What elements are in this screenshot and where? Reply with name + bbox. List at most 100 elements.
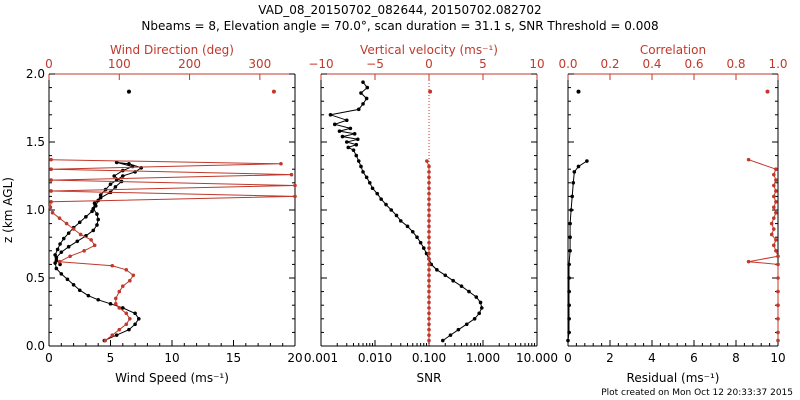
series-point: [128, 317, 132, 321]
series-point: [427, 306, 431, 310]
series-point: [774, 238, 778, 242]
series-point: [53, 261, 57, 265]
series-point: [59, 250, 64, 254]
x-tick-label: 0: [45, 351, 53, 365]
x-tick-label: 10: [164, 351, 179, 365]
isolated-point: [271, 89, 276, 94]
series-point: [566, 338, 570, 343]
series-point: [344, 118, 349, 123]
series-point: [467, 289, 471, 294]
series-point: [131, 273, 136, 278]
x-tick-label: 2: [606, 351, 614, 365]
series-point: [427, 327, 431, 332]
x-tick-label: 10.000: [516, 351, 558, 365]
series-point: [91, 206, 96, 211]
series-point: [108, 182, 113, 186]
series-point: [354, 142, 359, 147]
series-point: [114, 333, 119, 337]
x-tick-label: 8: [732, 351, 740, 365]
series-point: [57, 216, 62, 220]
x-tick-label: 0.001: [304, 351, 338, 365]
series-point: [746, 259, 751, 264]
panel-1: 0 5 10 15 20 Wind Speed (ms⁻¹) 0 100 200 300 Wind …: [1, 43, 303, 385]
series-point: [58, 262, 62, 267]
series-point: [567, 330, 571, 335]
series-point: [124, 268, 129, 272]
series-point: [772, 183, 776, 188]
series-point: [774, 189, 778, 193]
x2-tick-label: −5: [366, 57, 384, 71]
series-point: [427, 246, 431, 250]
panel-3: 0 2 4 6 8 10 Residual (ms⁻¹) 0.0 0.2 0.4 0.6 0.8 1.0…: [558, 43, 787, 385]
series-point: [572, 170, 577, 174]
series-point: [332, 122, 337, 127]
title-line-1: VAD_08_20150702_082644, 20150702.082702: [258, 3, 541, 17]
series-point: [61, 236, 66, 241]
x2-tick-label: 10: [529, 57, 544, 71]
series-point: [384, 202, 388, 207]
series-point: [124, 311, 129, 316]
series-point: [55, 247, 60, 252]
series-point: [776, 289, 780, 294]
series-point: [427, 284, 431, 288]
series-point: [75, 239, 80, 244]
x2-tick-label: 5: [479, 57, 487, 71]
series-point: [128, 278, 132, 283]
x2-tick-label: 300: [248, 57, 271, 71]
series-point: [121, 174, 125, 178]
series-point: [567, 303, 571, 308]
series-point: [352, 132, 357, 136]
series-point: [585, 159, 589, 163]
series-point: [776, 262, 780, 267]
series-point: [410, 229, 415, 234]
series-point: [746, 157, 751, 162]
x-axis-title: Residual (ms⁻¹): [627, 371, 720, 385]
series-point: [569, 208, 573, 212]
series-point: [96, 297, 100, 302]
series-point: [54, 255, 59, 260]
series-point: [113, 296, 118, 301]
series-point: [66, 244, 71, 249]
series-point: [394, 213, 399, 218]
series-point: [112, 174, 116, 178]
series-point: [570, 194, 574, 199]
x2-tick-label: 0.6: [684, 57, 703, 71]
series-point: [337, 129, 342, 133]
series-point: [427, 257, 431, 261]
series-point: [93, 204, 98, 208]
x2-axis-title: Correlation: [640, 43, 706, 57]
x2-tick-label: −10: [308, 57, 333, 71]
x2-tick-label: 1.0: [768, 57, 787, 71]
x2-axis-title: Vertical velocity (ms⁻¹): [360, 43, 498, 57]
series-point: [364, 96, 369, 101]
series-point: [375, 191, 380, 196]
series-point: [774, 200, 778, 204]
series-point: [776, 303, 780, 308]
series-point: [421, 246, 426, 250]
series-point: [356, 159, 361, 163]
series-point: [769, 221, 774, 226]
x-tick-label: 10: [770, 351, 785, 365]
y-tick-label: 1.0: [26, 203, 45, 217]
x2-tick-label: 0.4: [642, 57, 661, 71]
series-point: [103, 338, 108, 343]
series-point: [427, 191, 431, 196]
series-point: [576, 164, 581, 169]
series-point: [427, 164, 431, 169]
isolated-point: [576, 89, 581, 94]
series-point: [772, 194, 776, 199]
series-point: [78, 232, 83, 237]
series-point: [49, 167, 53, 171]
series-point: [389, 208, 394, 212]
series-point: [772, 227, 776, 231]
series-point: [427, 311, 431, 316]
x-tick-label: 6: [690, 351, 698, 365]
series-point: [474, 295, 479, 299]
series-point: [127, 327, 131, 332]
series-point: [124, 322, 129, 327]
series-point: [427, 208, 431, 212]
series-point: [427, 197, 431, 201]
x2-tick-label: 0.8: [726, 57, 745, 71]
